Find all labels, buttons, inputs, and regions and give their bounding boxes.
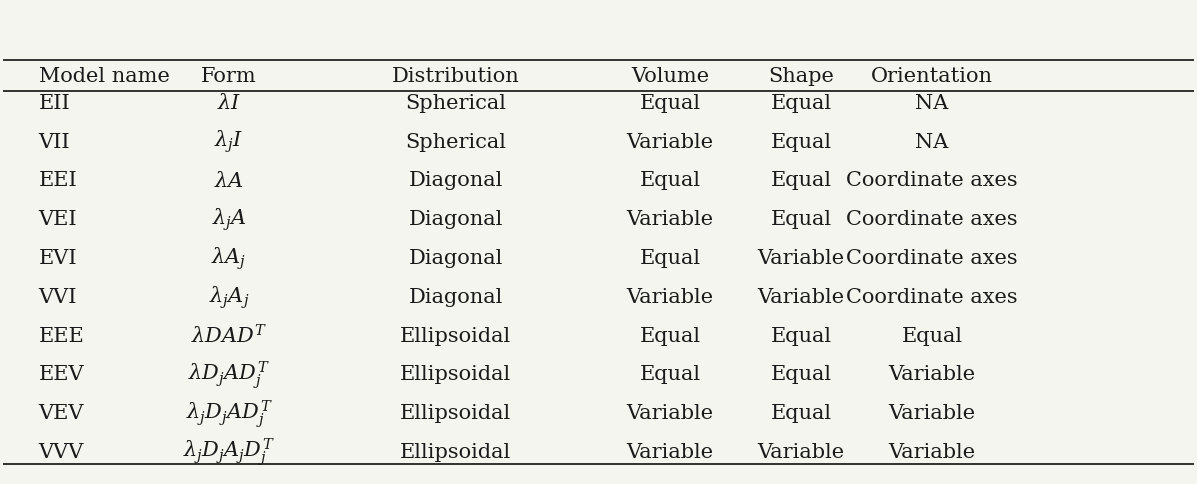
Text: EEV: EEV <box>38 365 84 384</box>
Text: Equal: Equal <box>901 327 962 346</box>
Text: Orientation: Orientation <box>871 67 994 87</box>
Text: Equal: Equal <box>639 327 700 346</box>
Text: Ellipsoidal: Ellipsoidal <box>400 365 511 384</box>
Text: $\lambda D A D^T$: $\lambda D A D^T$ <box>190 324 267 348</box>
Text: Variable: Variable <box>758 288 845 307</box>
Text: Model name: Model name <box>38 67 170 87</box>
Text: Coordinate axes: Coordinate axes <box>846 288 1017 307</box>
Text: VVV: VVV <box>38 443 84 462</box>
Text: EEI: EEI <box>38 171 78 190</box>
Text: Variable: Variable <box>758 443 845 462</box>
Text: NA: NA <box>916 94 949 113</box>
Text: Shape: Shape <box>768 67 834 87</box>
Text: Volume: Volume <box>631 67 709 87</box>
Text: VEI: VEI <box>38 210 77 229</box>
Text: VVI: VVI <box>38 288 77 307</box>
Text: $\lambda_j A$: $\lambda_j A$ <box>212 206 247 233</box>
Text: $\lambda A$: $\lambda A$ <box>214 171 244 191</box>
Text: Variable: Variable <box>888 404 976 423</box>
Text: Equal: Equal <box>771 404 832 423</box>
Text: Variable: Variable <box>758 249 845 268</box>
Text: Diagonal: Diagonal <box>408 249 503 268</box>
Text: Form: Form <box>201 67 257 87</box>
Text: Spherical: Spherical <box>405 94 506 113</box>
Text: Equal: Equal <box>771 210 832 229</box>
Text: Coordinate axes: Coordinate axes <box>846 210 1017 229</box>
Text: NA: NA <box>916 133 949 151</box>
Text: Equal: Equal <box>771 133 832 151</box>
Text: $\lambda_j I$: $\lambda_j I$ <box>214 129 244 155</box>
Text: $\lambda I$: $\lambda I$ <box>217 93 242 113</box>
Text: Ellipsoidal: Ellipsoidal <box>400 327 511 346</box>
Text: Ellipsoidal: Ellipsoidal <box>400 404 511 423</box>
Text: Equal: Equal <box>639 171 700 190</box>
Text: Equal: Equal <box>771 171 832 190</box>
Text: Variable: Variable <box>888 443 976 462</box>
Text: EEE: EEE <box>38 327 84 346</box>
Text: Coordinate axes: Coordinate axes <box>846 171 1017 190</box>
Text: Diagonal: Diagonal <box>408 288 503 307</box>
Text: EII: EII <box>38 94 71 113</box>
Text: Distribution: Distribution <box>391 67 519 87</box>
Text: EVI: EVI <box>38 249 77 268</box>
Text: $\lambda_j A_j$: $\lambda_j A_j$ <box>209 284 249 311</box>
Text: $\lambda_j D_j A_j D_j^T$: $\lambda_j D_j A_j D_j^T$ <box>183 437 275 469</box>
Text: Variable: Variable <box>626 210 713 229</box>
Text: Spherical: Spherical <box>405 133 506 151</box>
Text: Variable: Variable <box>888 365 976 384</box>
Text: $\lambda D_j A D_j^T$: $\lambda D_j A D_j^T$ <box>188 359 271 391</box>
Text: Equal: Equal <box>639 94 700 113</box>
Text: Coordinate axes: Coordinate axes <box>846 249 1017 268</box>
Text: Variable: Variable <box>626 404 713 423</box>
Text: VEV: VEV <box>38 404 84 423</box>
Text: Diagonal: Diagonal <box>408 210 503 229</box>
Text: Equal: Equal <box>771 327 832 346</box>
Text: Equal: Equal <box>639 365 700 384</box>
Text: Variable: Variable <box>626 288 713 307</box>
Text: Diagonal: Diagonal <box>408 171 503 190</box>
Text: Variable: Variable <box>626 133 713 151</box>
Text: Variable: Variable <box>626 443 713 462</box>
Text: Ellipsoidal: Ellipsoidal <box>400 443 511 462</box>
Text: $\lambda A_j$: $\lambda A_j$ <box>212 245 247 272</box>
Text: $\lambda_j D_j A D_j^T$: $\lambda_j D_j A D_j^T$ <box>186 398 273 430</box>
Text: VII: VII <box>38 133 71 151</box>
Text: Equal: Equal <box>771 94 832 113</box>
Text: Equal: Equal <box>639 249 700 268</box>
Text: Equal: Equal <box>771 365 832 384</box>
